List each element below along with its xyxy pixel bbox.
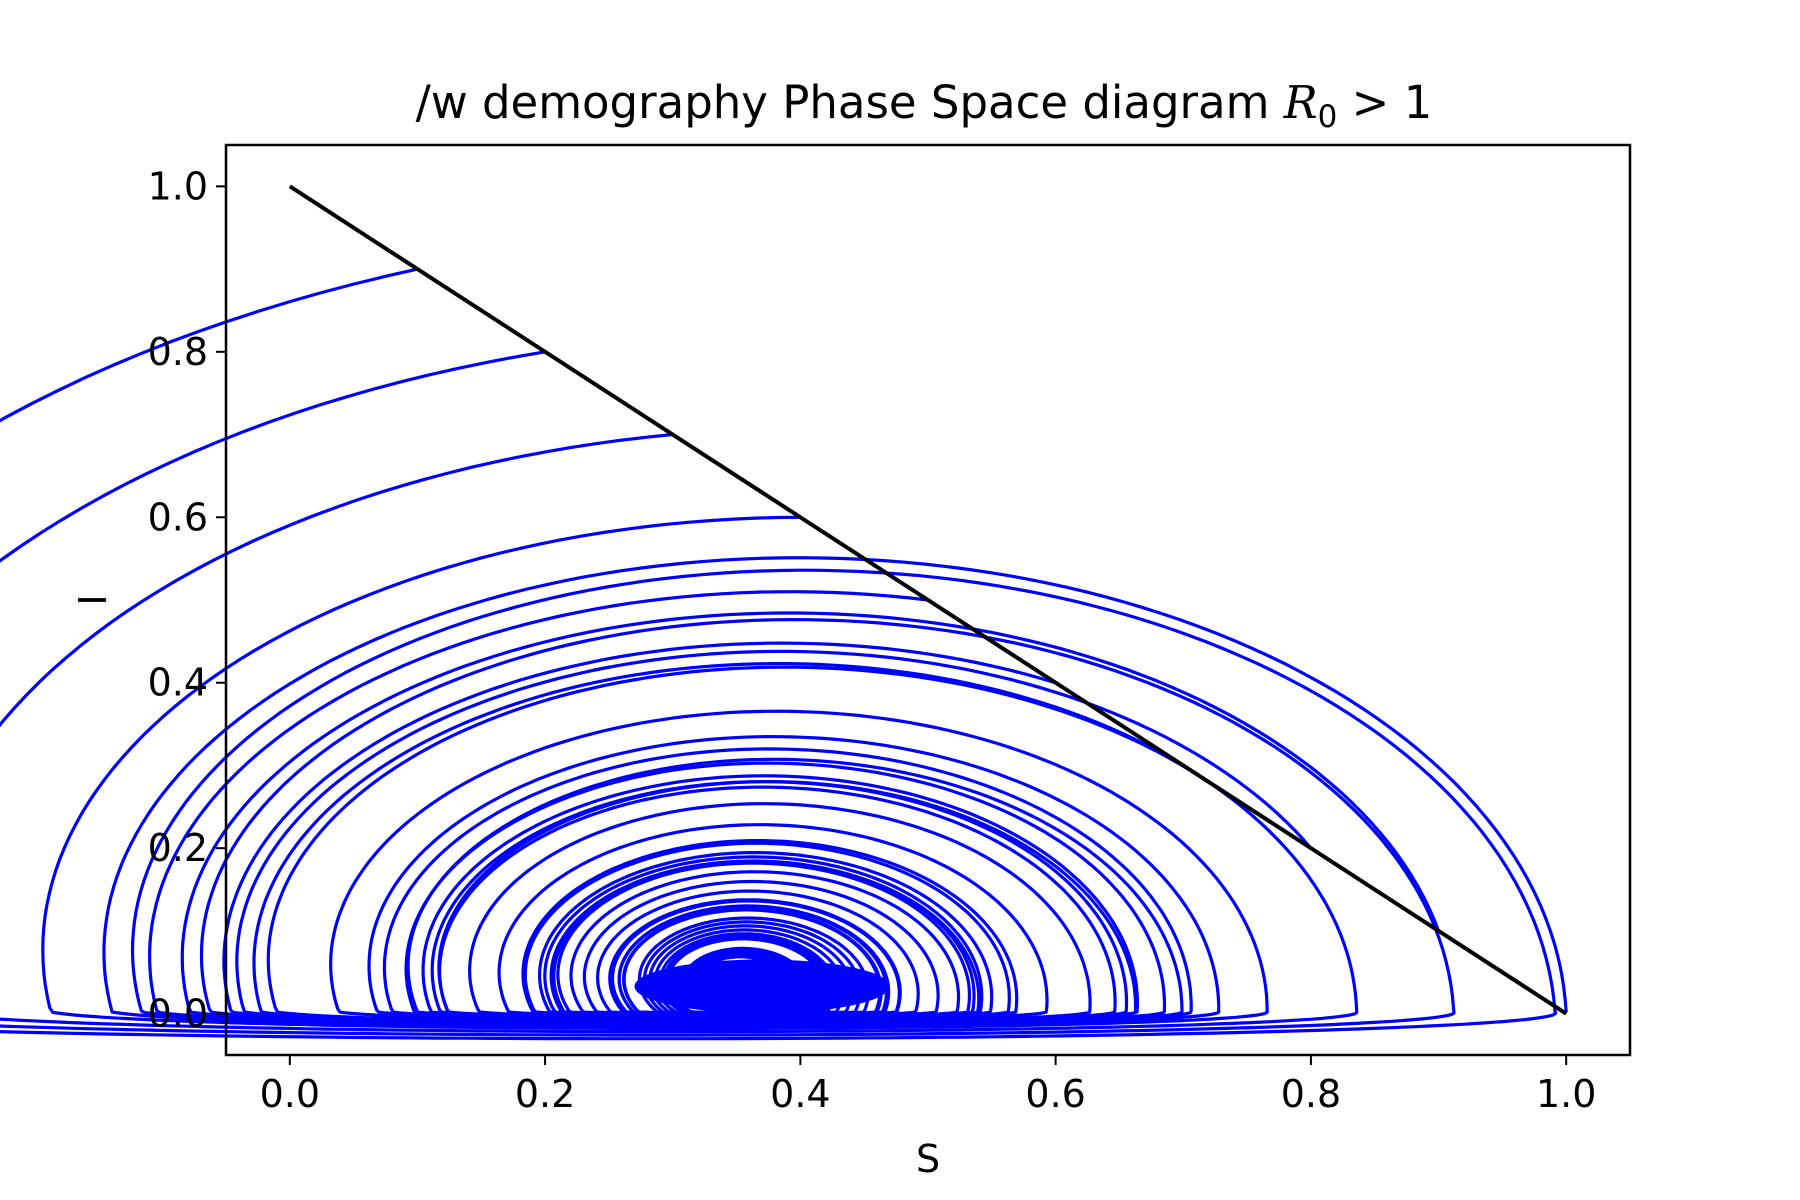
boundary-line xyxy=(288,184,1568,1016)
x-tick-label: 0.0 xyxy=(260,1072,320,1116)
chart-title-subscript: 0 xyxy=(1318,99,1338,135)
boundary-layer xyxy=(288,184,1568,1016)
x-tick-label: 0.8 xyxy=(1281,1072,1341,1116)
y-tick-label: 0.2 xyxy=(148,826,208,870)
y-tick-label: 0.8 xyxy=(148,330,208,374)
y-tick-label: 1.0 xyxy=(148,164,208,208)
plot-area xyxy=(0,184,1568,1041)
x-tick-label: 0.4 xyxy=(770,1072,830,1116)
x-axis-label: S xyxy=(916,1137,940,1181)
chart-title-math-symbol: R xyxy=(1283,76,1318,129)
y-tick-label: 0.4 xyxy=(148,661,208,705)
x-axis: 0.0 0.2 0.4 0.6 0.8 1.0 xyxy=(260,1055,1596,1116)
x-tick-label: 0.2 xyxy=(515,1072,575,1116)
equilibrium-core xyxy=(634,959,890,1014)
chart-title: /w demography Phase Space diagram R0 > 1 xyxy=(416,76,1433,135)
x-tick-label: 1.0 xyxy=(1536,1072,1596,1116)
x-tick-label: 0.6 xyxy=(1025,1072,1085,1116)
chart-title-text: /w demography Phase Space diagram xyxy=(416,76,1284,129)
y-tick-label: 0.6 xyxy=(148,495,208,539)
chart-title-suffix: > 1 xyxy=(1337,76,1432,129)
axes-frame xyxy=(224,143,1632,1057)
y-axis: 0.0 0.2 0.4 0.6 0.8 1.0 xyxy=(148,164,226,1036)
trajectory-series-10 xyxy=(102,556,1568,1029)
y-tick-label: 0.0 xyxy=(148,992,208,1036)
trajectory-layer xyxy=(0,267,1568,1041)
y-axis-label: I xyxy=(71,594,115,605)
